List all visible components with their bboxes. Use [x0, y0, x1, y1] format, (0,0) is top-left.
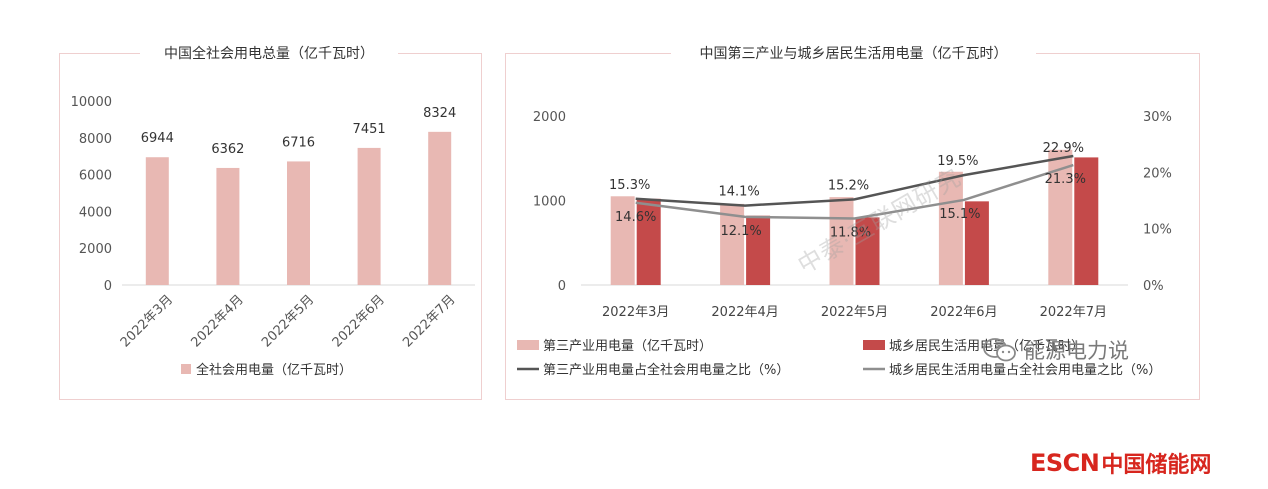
y-tick-label: 4000	[79, 205, 112, 220]
line-value-label: 21.3%	[1045, 172, 1086, 187]
x-tick-label: 2022年7月	[400, 292, 458, 350]
legend-label: 全社会用电量（亿千瓦时）	[196, 362, 352, 378]
escn-logo-text: ESCN	[1030, 449, 1100, 477]
line-value-label: 22.9%	[1043, 141, 1084, 156]
line-value-label: 19.5%	[937, 154, 978, 169]
legend-label: 城乡居民生活用电量占全社会用电量之比（%）	[889, 362, 1161, 378]
y-tick-label: 0	[104, 279, 112, 294]
bar	[636, 198, 661, 285]
y-tick-label: 2000	[79, 242, 112, 257]
tertiary-residential-chart: 0 1000 2000 0% 10% 20% 30% 2022年3月 2022年4月 2022年5…	[517, 110, 1172, 378]
bar	[216, 167, 240, 285]
bar	[964, 201, 989, 285]
bar	[829, 197, 854, 285]
x-tick-label: 2022年5月	[821, 305, 888, 320]
legend-label: 第三产业用电量占全社会用电量之比（%）	[543, 362, 789, 378]
x-tick-label: 2022年5月	[259, 292, 317, 350]
y-tick-label: 6000	[79, 169, 112, 184]
x-tick-label: 2022年6月	[930, 305, 997, 320]
account-watermark: 能源电力说	[982, 335, 1129, 365]
bar	[287, 161, 310, 285]
legend-swatch	[863, 340, 885, 350]
escn-logo: ESCN 中国储能网	[1030, 447, 1211, 479]
bar-value-label: 6362	[211, 142, 244, 157]
line-value-label: 15.3%	[609, 178, 650, 193]
line-value-label: 15.1%	[939, 207, 980, 222]
tertiary-residential-panel: 中国第三产业与城乡居民生活用电量（亿千瓦时） 0 1000 2000 0% 10% 20%…	[505, 44, 1200, 400]
x-tick-label: 2022年3月	[118, 292, 176, 350]
legend-swatch	[181, 364, 191, 374]
bar	[855, 217, 880, 285]
y2-tick-label: 10%	[1143, 223, 1172, 238]
bar	[746, 215, 771, 285]
bar-value-label: 8324	[423, 106, 456, 121]
left-chart-title: 中国全社会用电总量（亿千瓦时）	[140, 44, 398, 64]
legend-label: 城乡居民生活用电量（亿千瓦时）	[889, 339, 1084, 354]
y-tick-label: 10000	[71, 95, 112, 110]
x-tick-label: 2022年6月	[330, 292, 388, 350]
y2-tick-label: 30%	[1143, 110, 1172, 125]
right-chart-title: 中国第三产业与城乡居民生活用电量（亿千瓦时）	[671, 44, 1036, 64]
bar	[938, 171, 963, 285]
line-value-label: 11.8%	[830, 226, 871, 241]
line-value-label: 14.6%	[615, 210, 656, 225]
line-value-label: 12.1%	[720, 224, 761, 239]
total-consumption-panel: 中国全社会用电总量（亿千瓦时） 0 2000 4000 6000 8000 10000 69…	[59, 44, 482, 400]
x-tick-label: 2022年3月	[602, 305, 669, 320]
bar-value-label: 7451	[353, 122, 386, 137]
line-value-label: 14.1%	[718, 185, 759, 200]
y-tick-label: 2000	[533, 110, 566, 125]
x-tick-label: 2022年4月	[188, 292, 246, 350]
y-tick-label: 0	[558, 279, 566, 294]
total-consumption-chart: 0 2000 4000 6000 8000 10000 6944 2022年3月 6362 202…	[71, 95, 475, 378]
x-tick-label: 2022年7月	[1040, 305, 1107, 320]
x-tick-label: 2022年4月	[711, 305, 778, 320]
y2-tick-label: 0%	[1143, 279, 1164, 294]
y-tick-label: 8000	[79, 132, 112, 147]
bar	[428, 131, 452, 285]
bar	[1074, 157, 1099, 285]
line-value-label: 15.2%	[828, 178, 869, 193]
legend-label: 第三产业用电量（亿千瓦时）	[543, 339, 712, 354]
bar-value-label: 6944	[141, 131, 174, 146]
y2-tick-label: 20%	[1143, 166, 1172, 181]
wechat-icon	[982, 337, 1018, 363]
account-name: 能源电力说	[1024, 339, 1129, 363]
legend-swatch	[517, 340, 539, 350]
bar	[610, 196, 635, 285]
bar	[145, 157, 169, 285]
bar	[357, 147, 381, 285]
line-series	[635, 154, 1074, 207]
y-tick-label: 1000	[533, 195, 566, 210]
line-series	[635, 163, 1074, 220]
bar-value-label: 6716	[282, 135, 315, 150]
escn-logo-cn: 中国储能网	[1101, 453, 1212, 478]
